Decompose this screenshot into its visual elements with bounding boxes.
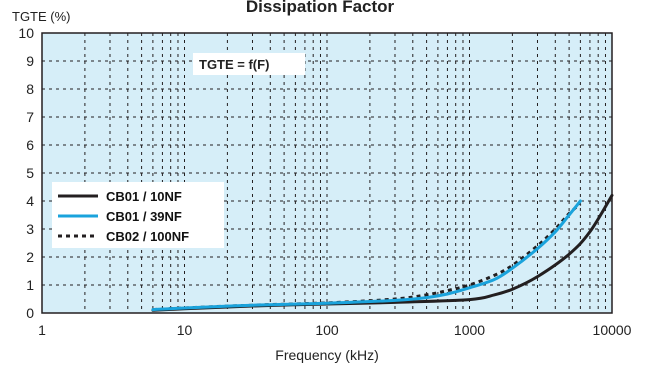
y-tick-label: 4 [26, 193, 34, 209]
series-line [151, 199, 582, 312]
legend-label: CB02 / 100NF [106, 229, 189, 244]
legend-label: CB01 / 39NF [106, 209, 182, 224]
x-axis-label: Frequency (kHz) [275, 347, 378, 363]
x-tick-label: 10 [177, 322, 193, 338]
y-tick-label: 2 [26, 249, 34, 265]
plot-frame [41, 32, 613, 314]
x-tick-label: 100 [315, 322, 339, 338]
chart-title: Dissipation Factor [246, 0, 395, 16]
grid [42, 33, 612, 313]
annotation-box [193, 53, 305, 75]
y-tick-label: 3 [26, 221, 34, 237]
x-tick-label: 1 [38, 322, 46, 338]
y-tick-label: 9 [26, 53, 34, 69]
y-tick-label: 1 [26, 277, 34, 293]
legend-label: CB01 / 10NF [106, 189, 182, 204]
y-tick-label: 6 [26, 137, 34, 153]
x-tick-label: 10000 [593, 322, 632, 338]
x-tick-label: 1000 [454, 322, 485, 338]
y-tick-label: 0 [26, 305, 34, 321]
y-tick-label: 7 [26, 109, 34, 125]
legend: CB01 / 10NF CB01 / 39NF CB02 / 100NF [52, 182, 224, 248]
y-tick-label: 10 [18, 25, 34, 41]
series-lines [151, 193, 614, 312]
y-axis-label: TGTE (%) [12, 9, 71, 24]
annotation-label: TGTE = f(F) [199, 57, 269, 72]
series-line [152, 202, 582, 312]
y-tick-label: 8 [26, 81, 34, 97]
y-tick-label: 5 [26, 165, 34, 181]
